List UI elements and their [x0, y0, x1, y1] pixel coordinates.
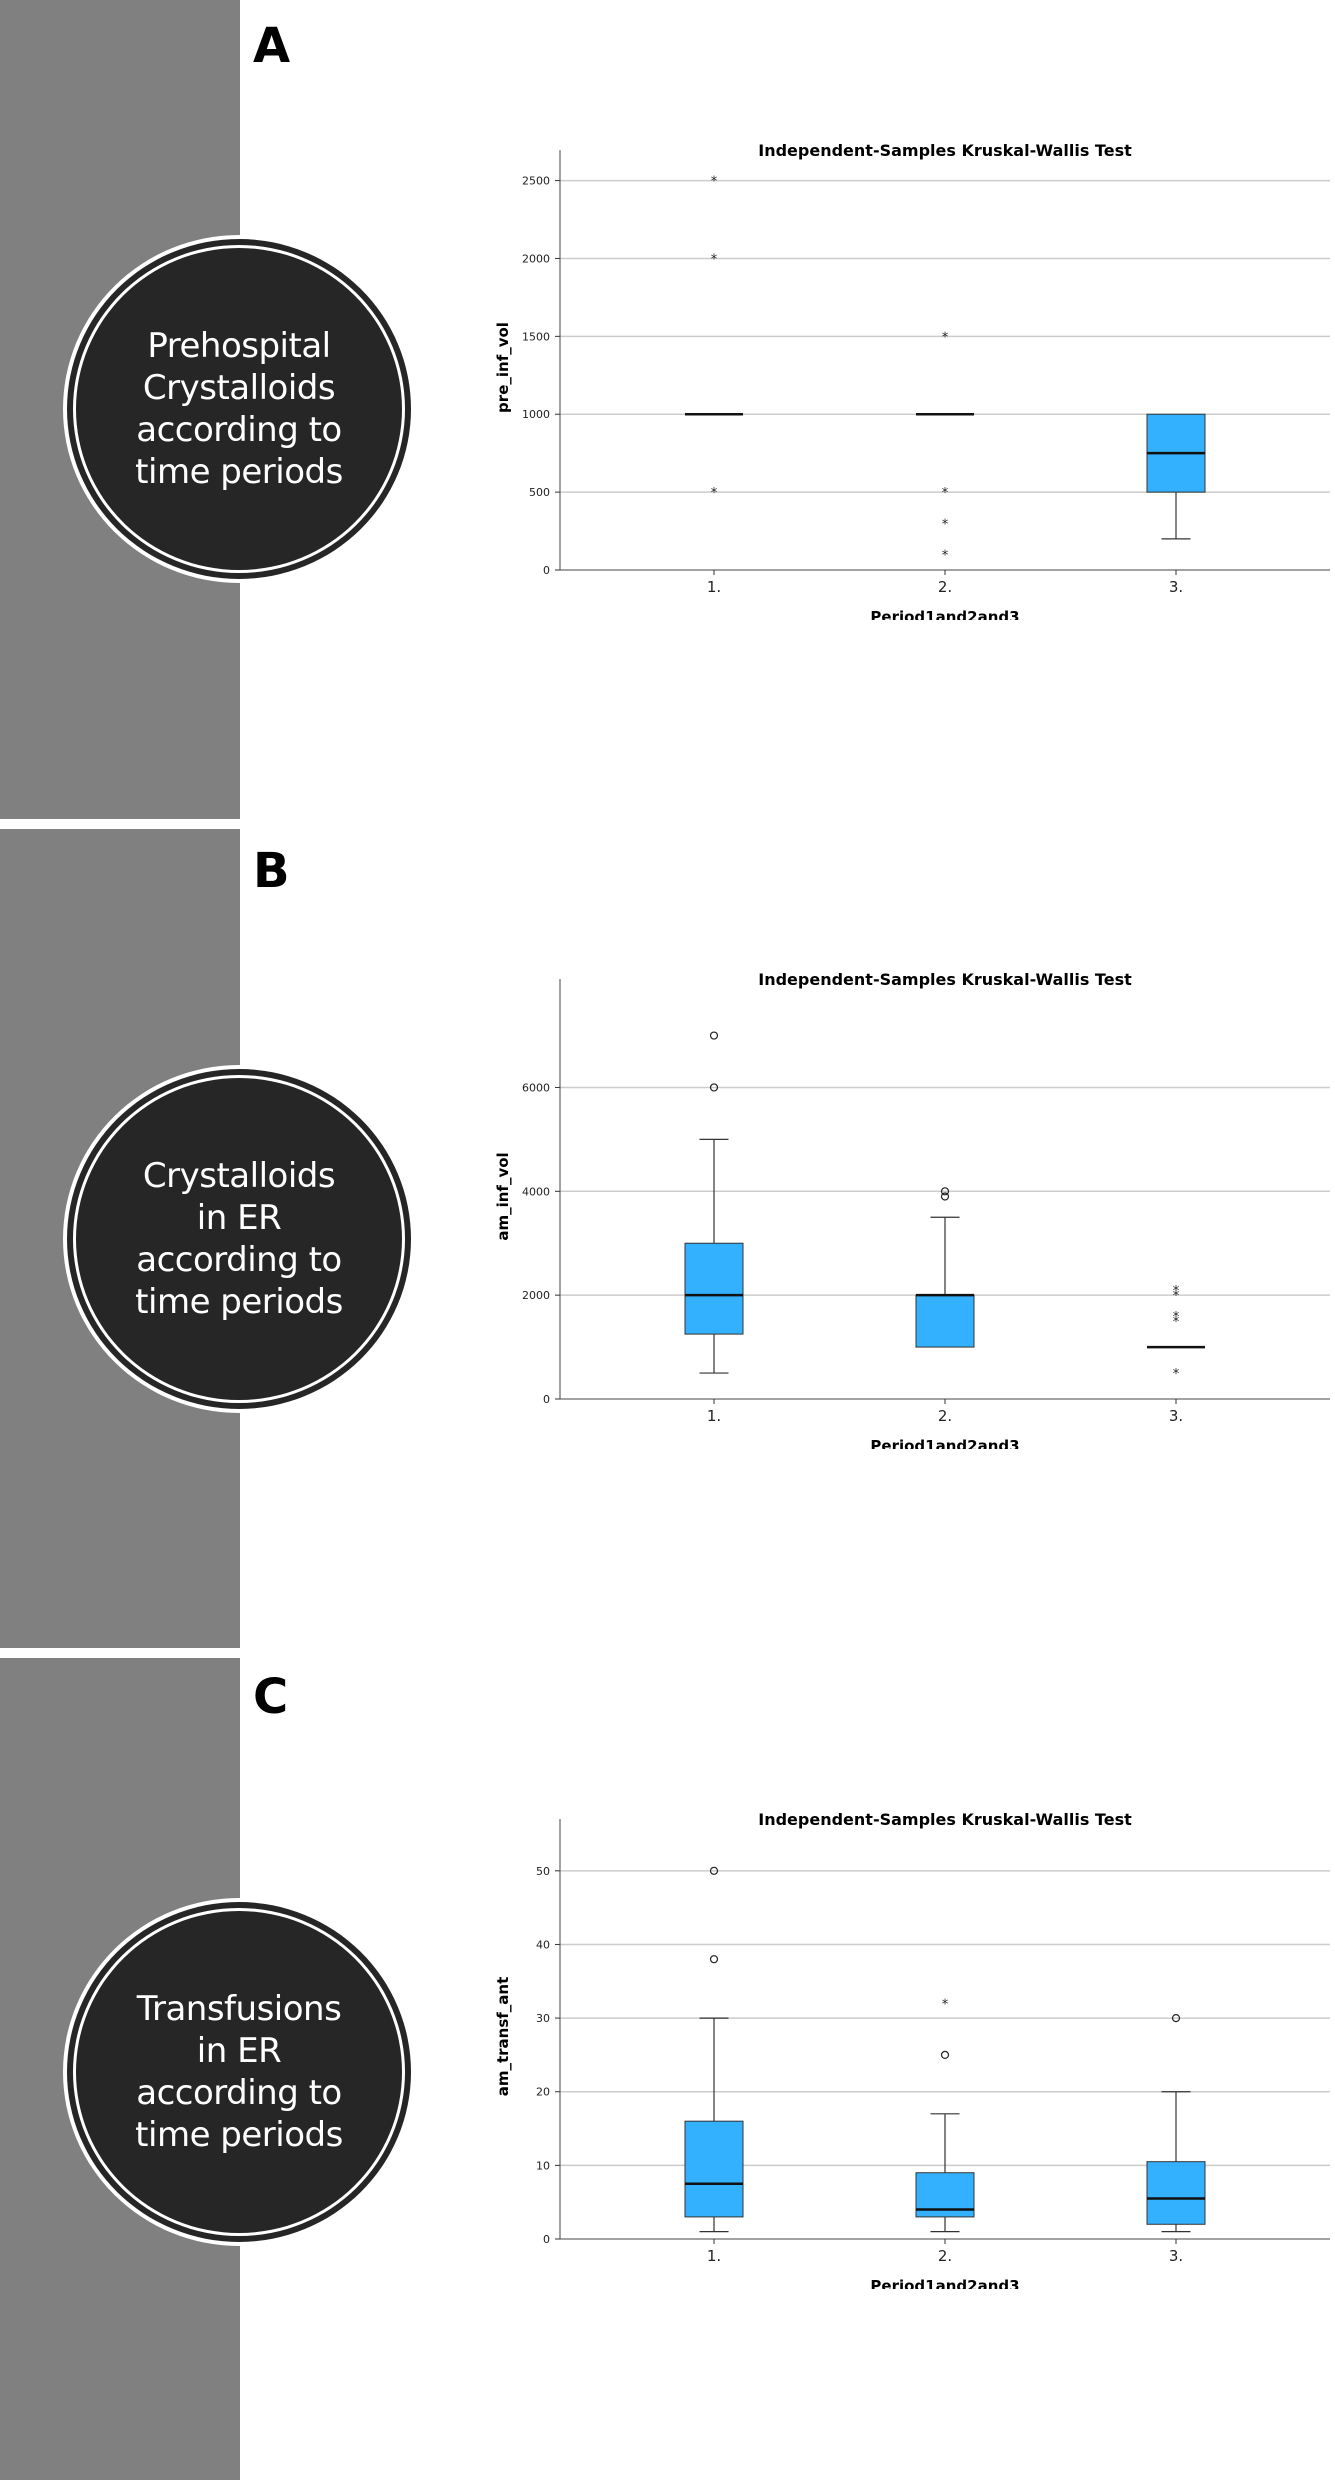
y-tick-label: 1000	[522, 408, 550, 421]
panel-letter-a: A	[253, 18, 291, 74]
x-tick-label: 3.	[1169, 578, 1183, 596]
badge-text-a: Prehospital Crystalloids according to ti…	[135, 326, 343, 492]
extreme-point: *	[711, 252, 718, 267]
chart-title: Independent-Samples Kruskal-Wallis Test	[758, 1810, 1132, 1829]
outlier-point	[709, 1866, 719, 1875]
extreme-point: *	[1173, 1284, 1180, 1299]
extreme-point: *	[1173, 1367, 1180, 1382]
extreme-point: *	[942, 486, 949, 501]
extreme-point: *	[942, 330, 949, 345]
y-tick-label: 0	[543, 1393, 550, 1406]
box	[915, 1294, 975, 1348]
x-tick-label: 2.	[938, 578, 952, 596]
y-tick-label: 0	[543, 564, 550, 577]
outlier-point	[1171, 2013, 1181, 2023]
boxplot-chart-c: Independent-Samples Kruskal-Wallis Test 0…	[494, 1810, 1330, 2289]
outlier-point	[709, 1031, 719, 1040]
x-tick-label: 2.	[938, 2247, 952, 2265]
badge-b: Crystalloids in ER according to time per…	[63, 1065, 415, 1413]
x-axis-label: Period1and2and3	[870, 2277, 1019, 2289]
extreme-point: *	[711, 486, 718, 501]
y-tick-label: 4000	[522, 1185, 550, 1198]
extreme-point: *	[942, 548, 949, 563]
y-tick-label: 0	[543, 2233, 550, 2246]
outlier-point	[940, 1192, 950, 1201]
y-tick-label: 6000	[522, 1081, 550, 1094]
chart-title: Independent-Samples Kruskal-Wallis Test	[758, 141, 1132, 160]
y-axis-label: pre_inf_vol	[494, 322, 512, 413]
y-axis-label: am_inf_vol	[494, 1152, 512, 1240]
y-tick-label: 30	[536, 2012, 550, 2025]
x-tick-label: 3.	[1169, 2247, 1183, 2265]
badge-text-c: Transfusions in ER according to time per…	[135, 1989, 343, 2155]
y-tick-label: 40	[536, 1938, 550, 1951]
panel-a: A Prehospital Crystalloids according to …	[0, 0, 1335, 819]
extreme-point: *	[1173, 1289, 1180, 1304]
box	[1146, 2161, 1206, 2225]
x-tick-label: 1.	[707, 1407, 721, 1425]
outlier-point	[940, 1187, 950, 1196]
x-axis-label: Period1and2and3	[870, 1437, 1019, 1449]
y-tick-label: 50	[536, 1865, 550, 1878]
x-tick-label: 1.	[707, 2247, 721, 2265]
badge-c: Transfusions in ER according to time per…	[63, 1898, 415, 2246]
y-tick-label: 10	[536, 2159, 550, 2172]
extreme-point: *	[942, 1997, 949, 2012]
y-tick-label: 2000	[522, 252, 550, 265]
x-axis-label: Period1and2and3	[870, 608, 1019, 620]
box	[684, 2120, 744, 2218]
extreme-point: *	[1173, 1310, 1180, 1325]
badge-text-b: Crystalloids in ER according to time per…	[135, 1156, 343, 1322]
extreme-point: *	[711, 175, 718, 190]
x-tick-label: 2.	[938, 1407, 952, 1425]
chart-title: Independent-Samples Kruskal-Wallis Test	[758, 970, 1132, 989]
y-axis-label: am_transf_ant	[494, 1977, 512, 2097]
y-tick-label: 2500	[522, 175, 550, 188]
outlier-point	[709, 1083, 719, 1092]
y-tick-label: 20	[536, 2086, 550, 2099]
panel-letter-b: B	[253, 843, 290, 899]
x-tick-label: 3.	[1169, 1407, 1183, 1425]
y-tick-label: 500	[529, 486, 550, 499]
badge-a: Prehospital Crystalloids according to ti…	[63, 235, 415, 583]
panel-b: B Crystalloids in ER according to time p…	[0, 829, 1335, 1648]
y-tick-label: 1500	[522, 330, 550, 343]
y-tick-label: 2000	[522, 1289, 550, 1302]
outlier-point	[709, 1955, 719, 1964]
extreme-point: *	[1173, 1315, 1180, 1330]
box	[684, 1242, 744, 1335]
boxplot-chart-a: Independent-Samples Kruskal-Wallis Test 0…	[494, 141, 1330, 620]
x-tick-label: 1.	[707, 578, 721, 596]
panel-letter-c: C	[253, 1669, 289, 1725]
panel-c: C Transfusions in ER according to time p…	[0, 1658, 1335, 2480]
outlier-point	[940, 2050, 950, 2060]
boxplot-chart-b: Independent-Samples Kruskal-Wallis Test 0…	[494, 970, 1330, 1449]
extreme-point: *	[942, 517, 949, 532]
